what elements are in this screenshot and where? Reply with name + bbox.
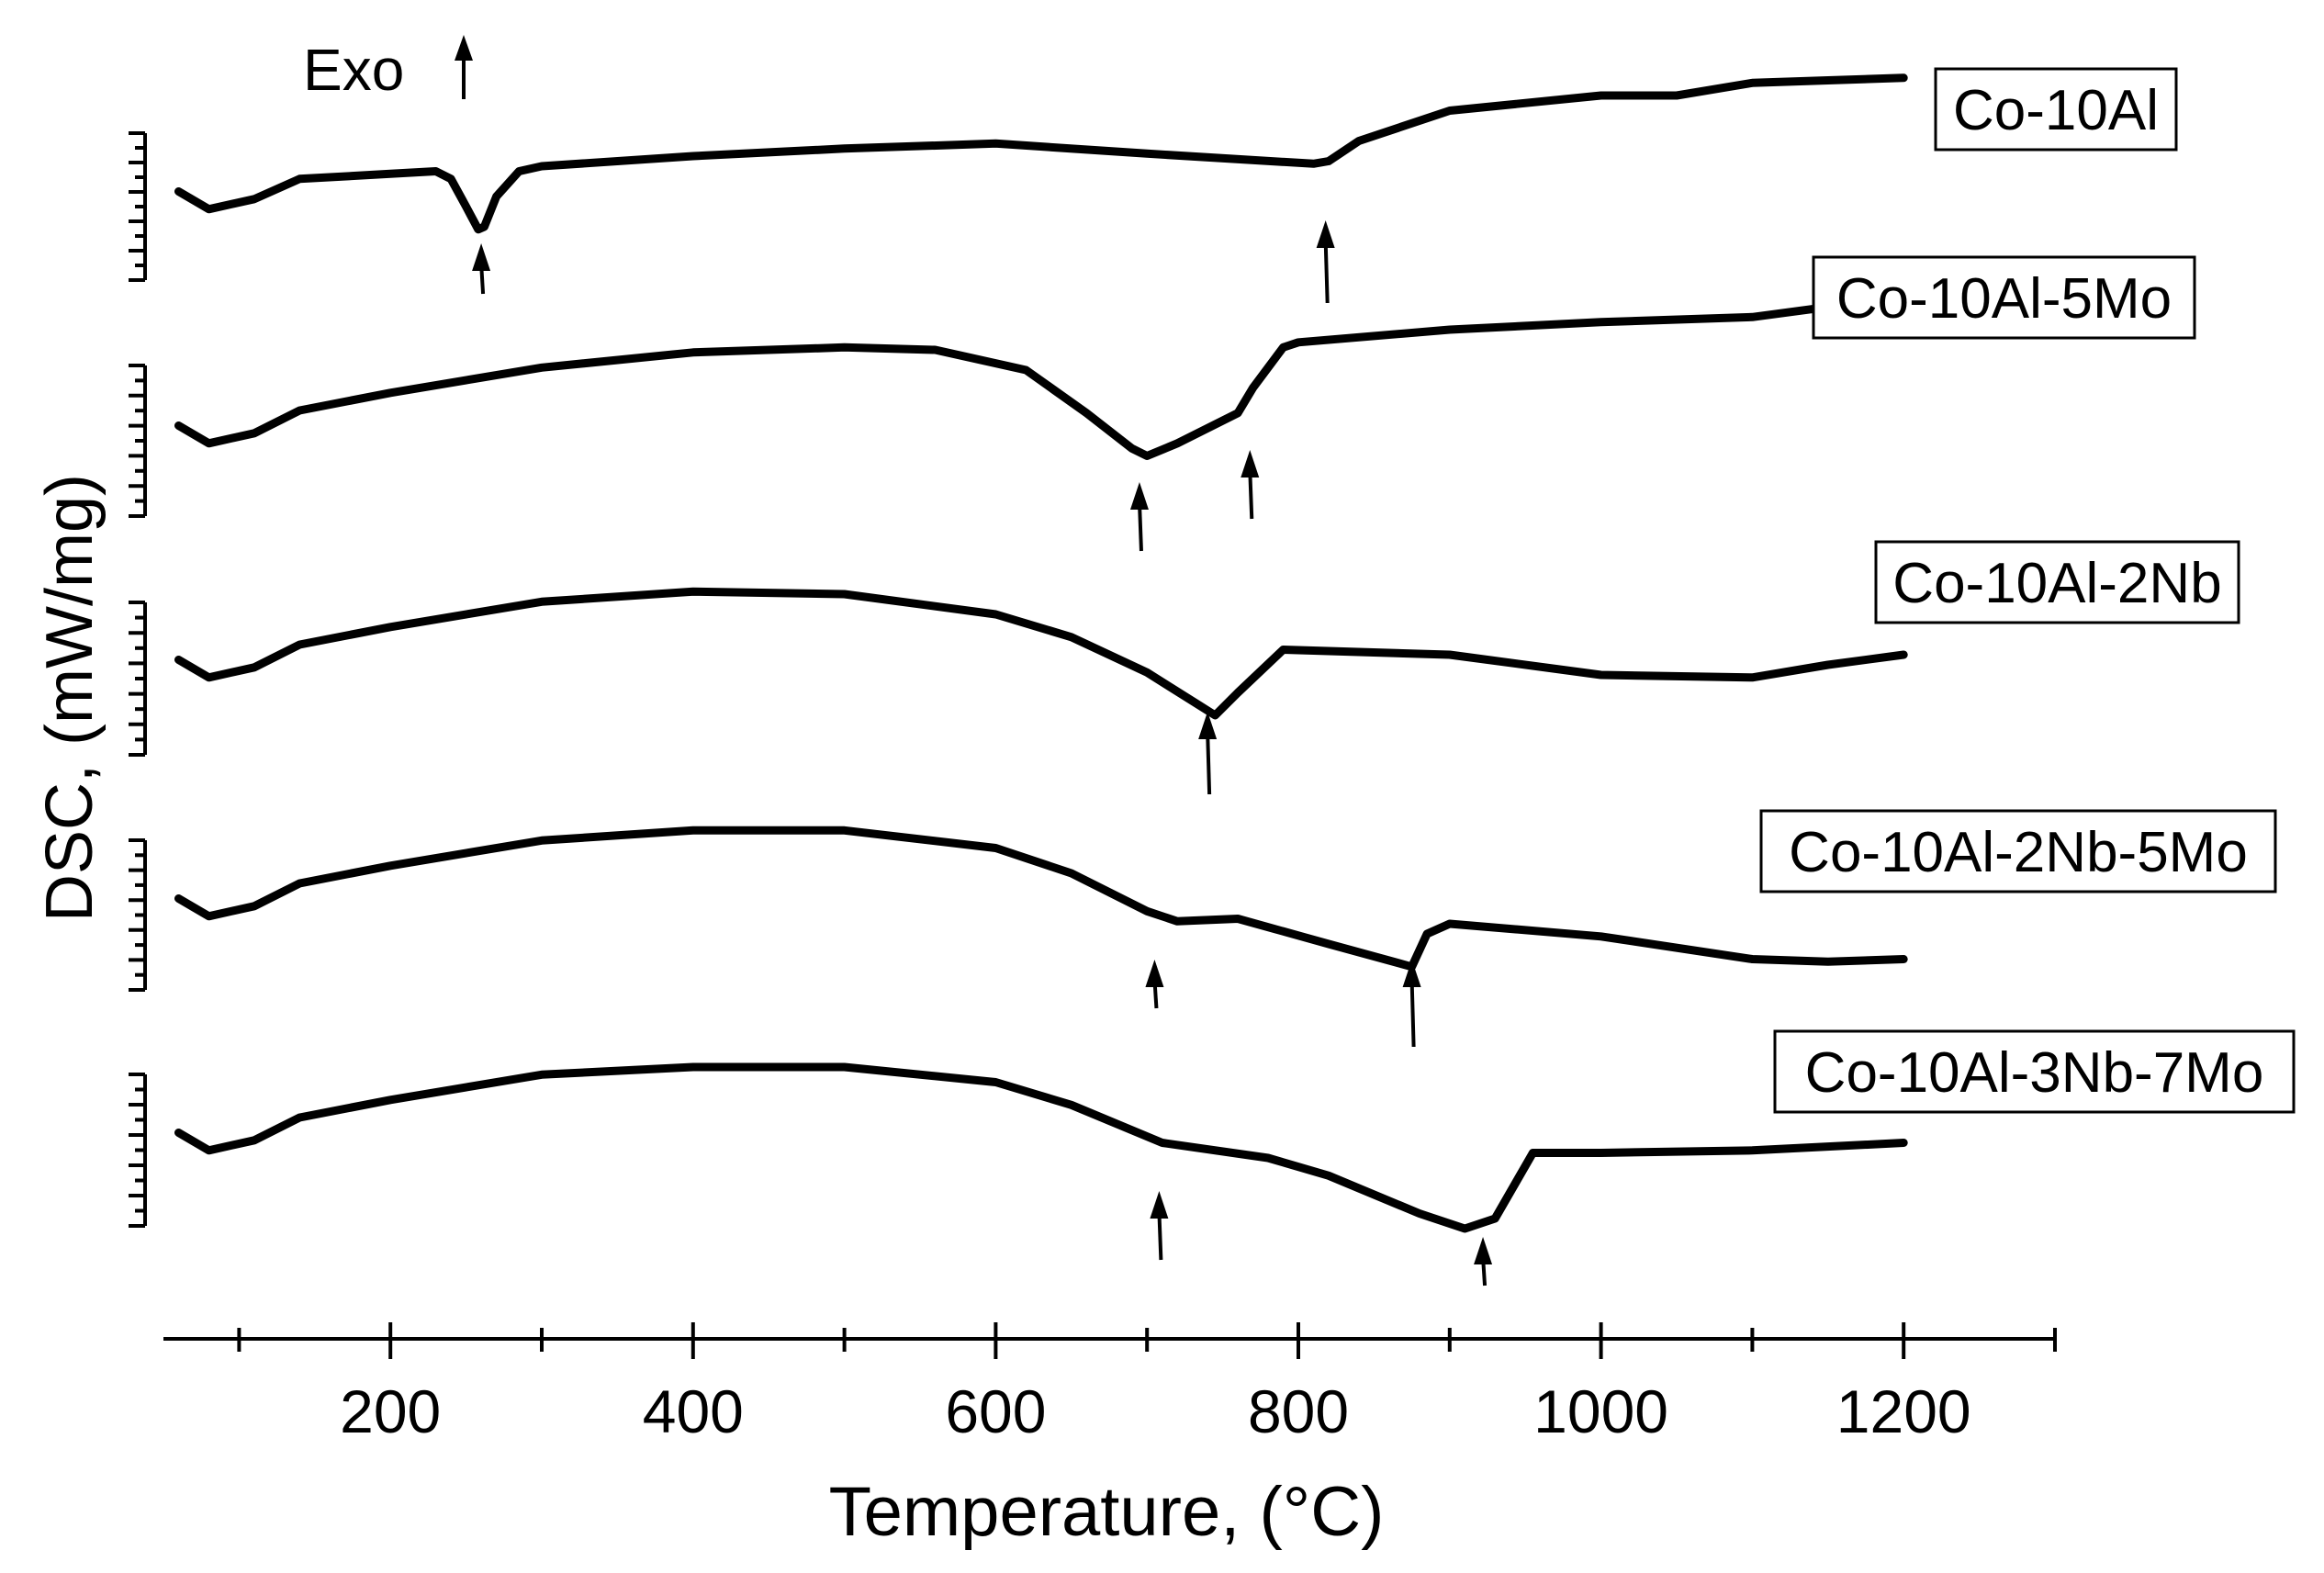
dsc-curve-4 — [174, 826, 1908, 972]
series-label: Co-10Al-2Nb — [1892, 552, 2221, 615]
transition-arrow-shaft — [1206, 731, 1212, 795]
x-axis-label: Temperature, (°C) — [829, 1473, 1385, 1551]
transition-arrow-head — [1198, 712, 1218, 739]
dsc-curve-1 — [174, 73, 1908, 234]
series-label-box — [1812, 255, 2196, 340]
series-label: Co-10Al-3Nb-7Mo — [1805, 1041, 2264, 1105]
exo-arrow-head — [455, 35, 473, 61]
transition-arrow-head — [1316, 220, 1335, 248]
transition-arrow-head — [1241, 450, 1260, 478]
y-axis-label: DSC, (mW/mg) — [33, 474, 107, 922]
dsc-curve-3 — [174, 587, 1908, 720]
exo-arrow-icon — [455, 35, 473, 99]
series-label-box — [1773, 1029, 2296, 1114]
series-layer — [174, 73, 1908, 1286]
transition-arrow-head — [1129, 482, 1149, 510]
transition-arrow-shaft — [1248, 469, 1254, 520]
axes-layer: 200 400 600 800 1000 1200 — [129, 131, 2057, 1445]
series-label: Co-10Al-2Nb-5Mo — [1789, 821, 2248, 884]
transition-arrow-shaft — [1137, 501, 1143, 552]
dsc-curve-2 — [174, 300, 1870, 460]
x-tick-label: 1000 — [1533, 1377, 1668, 1445]
x-tick-label: 1200 — [1836, 1377, 1971, 1445]
x-tick-label: 600 — [945, 1377, 1046, 1445]
exo-label: Exo — [303, 37, 404, 103]
transition-arrow-head — [472, 243, 491, 271]
dsc-curve-5 — [174, 1062, 1908, 1233]
series-label-box — [1874, 540, 2240, 624]
transition-arrow-shaft — [1157, 1210, 1163, 1261]
series-label: Co-10Al-5Mo — [1836, 267, 2172, 331]
transition-arrow-shaft — [1409, 979, 1416, 1048]
x-tick-label: 200 — [340, 1377, 441, 1445]
label-layer: Co-10Al Co-10Al-5Mo Co-10Al-2Nb Co-10Al-2Nb… — [1759, 67, 2296, 1114]
transition-arrow-head — [1150, 1191, 1169, 1219]
series-label-box — [1934, 67, 2178, 152]
x-tick-label: 400 — [643, 1377, 744, 1445]
series-label: Co-10Al — [1953, 79, 2159, 142]
transition-arrow-head — [1474, 1237, 1493, 1264]
transition-arrow-head — [1402, 960, 1421, 987]
transition-arrow-head — [1145, 960, 1164, 987]
series-label-box — [1759, 809, 2277, 893]
x-tick-label: 800 — [1248, 1377, 1349, 1445]
transition-arrow-shaft — [1323, 240, 1330, 304]
